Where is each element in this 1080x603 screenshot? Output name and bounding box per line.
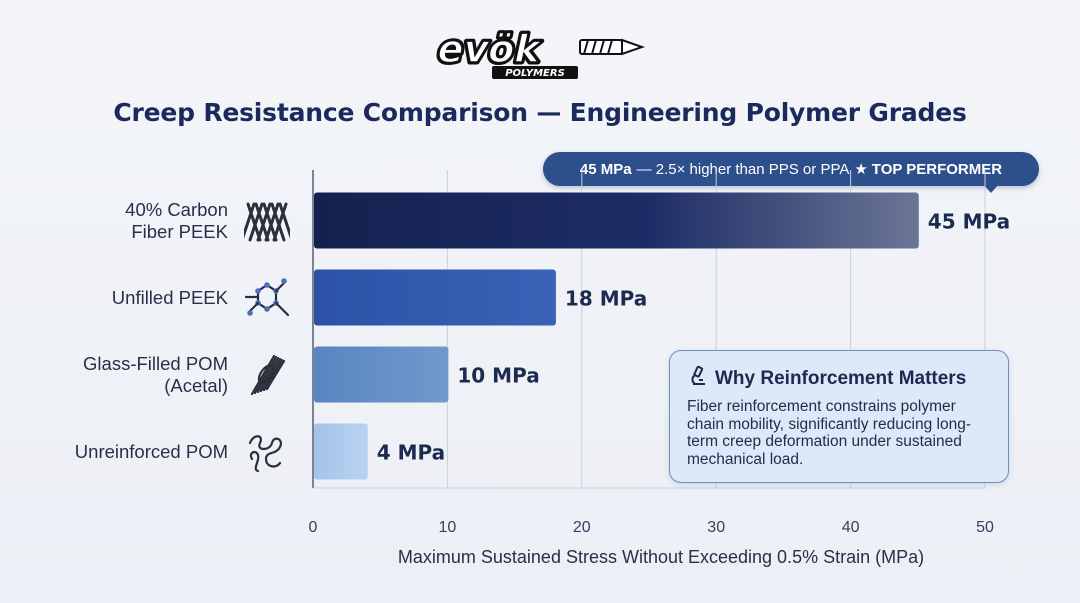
- x-tick-label: 0: [309, 519, 318, 536]
- x-tick-label: 50: [976, 519, 994, 536]
- callout-pointer: [983, 184, 999, 193]
- tangled-chain-icon: [248, 434, 282, 472]
- fiber-bundle-icon: [250, 354, 286, 395]
- x-tick-label: 30: [707, 519, 725, 536]
- x-axis-label: Maximum Sustained Stress Without Exceedi…: [398, 547, 924, 567]
- microscope-icon: [687, 365, 709, 392]
- woven-fiber-icon: [244, 202, 290, 241]
- evok-polymers-logo: evök evök POLYMERS: [431, 25, 646, 79]
- bar-value-label: 10 MPa: [457, 364, 539, 388]
- callout-value: 45 MPa: [579, 160, 632, 178]
- logo-subtitle-bar: [492, 66, 578, 79]
- bar-value-label: 45 MPa: [928, 210, 1010, 234]
- chart-title: Creep Resistance Comparison — Engineerin…: [113, 98, 967, 127]
- info-title: Why Reinforcement Matters: [715, 367, 967, 389]
- bar: [314, 192, 919, 249]
- callout-text: — 2.5× higher than PPS or PPA: [636, 160, 850, 178]
- drill-bit-icon: [579, 38, 646, 56]
- category-label: Unreinforced POM: [74, 440, 228, 462]
- logo-subtitle: POLYMERS: [505, 68, 565, 79]
- x-tick-label: 10: [439, 519, 457, 536]
- category-label: 40% Carbon Fiber PEEK: [125, 198, 228, 242]
- x-tick-label: 40: [842, 519, 860, 536]
- category-label: Glass-Filled POM (Acetal): [83, 352, 228, 396]
- star-icon: ★: [854, 161, 868, 178]
- logo-wordmark: evök: [433, 27, 546, 72]
- bar-value-label: 18 MPa: [565, 287, 647, 311]
- bar: [314, 423, 368, 480]
- callout-badge: TOP PERFORMER: [871, 160, 1003, 178]
- category-label: Unfilled PEEK: [111, 286, 228, 308]
- molecule-icon: [244, 277, 290, 316]
- x-tick-label: 20: [573, 519, 591, 536]
- bar: [314, 269, 556, 326]
- info-body: Fiber reinforcement constrains polymer c…: [687, 398, 972, 468]
- logo-wordmark-outline: evök: [433, 27, 546, 72]
- top-performer-callout: 45 MPa — 2.5× higher than PPS or PPA ★ T…: [543, 152, 1039, 186]
- bar-value-label: 4 MPa: [377, 441, 445, 465]
- info-box: Why Reinforcement Matters Fiber reinforc…: [669, 350, 1009, 483]
- bar: [314, 346, 449, 403]
